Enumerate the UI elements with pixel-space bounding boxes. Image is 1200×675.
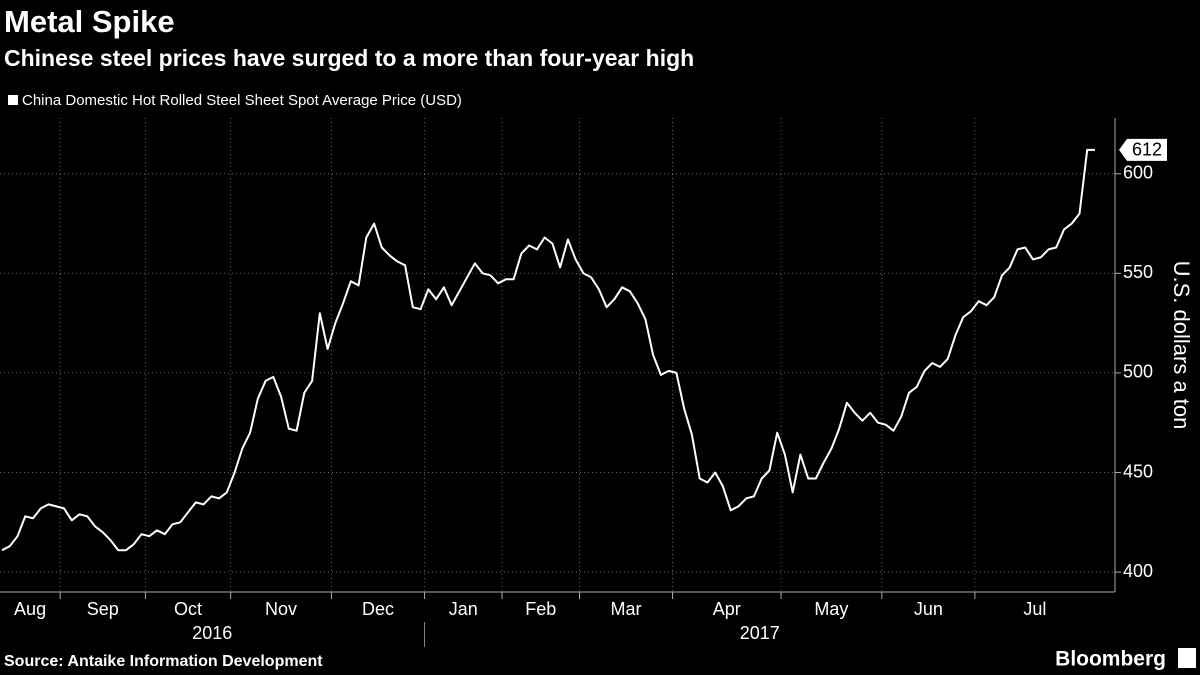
chart-title: Metal Spike bbox=[4, 4, 175, 39]
source: Source: Antaike Information Development bbox=[4, 653, 323, 670]
x-tick-label: Jun bbox=[914, 599, 943, 619]
y-axis-title: U.S. dollars a ton bbox=[1169, 261, 1194, 430]
logo-icon bbox=[1178, 648, 1196, 668]
x-tick-label: May bbox=[814, 599, 848, 619]
x-tick-label: Dec bbox=[362, 599, 394, 619]
x-tick-label: Feb bbox=[525, 599, 556, 619]
x-tick-label: Jan bbox=[449, 599, 478, 619]
y-tick-label: 400 bbox=[1123, 561, 1153, 581]
x-tick-label: Sep bbox=[87, 599, 119, 619]
chart-subtitle: Chinese steel prices have surged to a mo… bbox=[4, 45, 694, 71]
year-label: 2017 bbox=[740, 623, 780, 643]
x-tick-label: Aug bbox=[14, 599, 46, 619]
year-label: 2016 bbox=[192, 623, 232, 643]
legend-label: China Domestic Hot Rolled Steel Sheet Sp… bbox=[22, 92, 462, 109]
last-value-box bbox=[1119, 138, 1167, 161]
y-tick-label: 450 bbox=[1123, 461, 1153, 481]
legend-swatch bbox=[8, 95, 18, 105]
last-value-label: 612 bbox=[1132, 140, 1162, 160]
x-tick-label: Apr bbox=[713, 599, 741, 619]
x-tick-label: Jul bbox=[1023, 599, 1046, 619]
y-tick-label: 600 bbox=[1123, 163, 1153, 183]
x-tick-label: Oct bbox=[174, 599, 202, 619]
x-tick-label: Nov bbox=[265, 599, 297, 619]
y-tick-label: 500 bbox=[1123, 362, 1153, 382]
logo: Bloomberg bbox=[1055, 648, 1166, 671]
y-tick-label: 550 bbox=[1123, 262, 1153, 282]
x-tick-label: Mar bbox=[611, 599, 642, 619]
price-line bbox=[1, 148, 1095, 552]
